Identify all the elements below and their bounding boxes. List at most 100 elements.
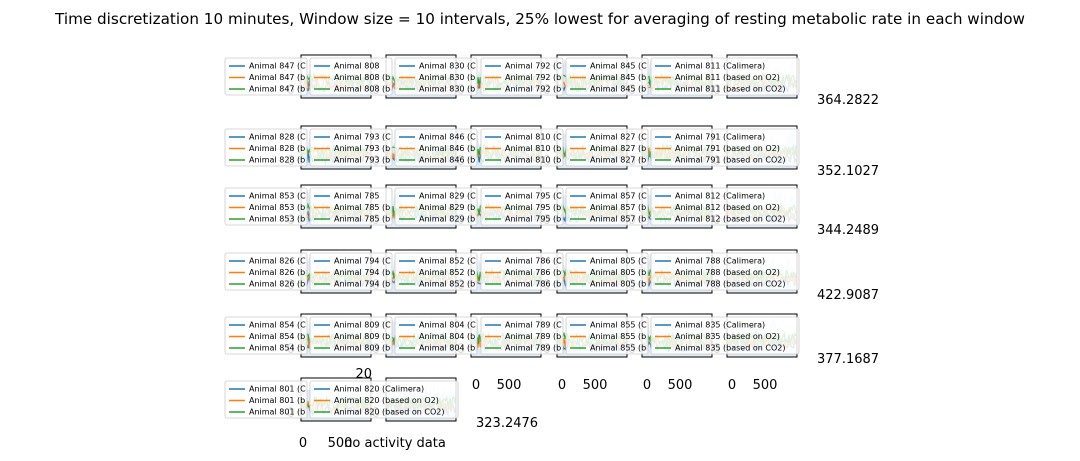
legend-box [650,187,800,226]
legend-label: Animal 847 (b [249,85,305,94]
legend-label: Animal 829 (C [419,192,476,201]
legend-label: Animal 828 (b [249,156,305,165]
panel-animal-791: 0Animal 791 (Calimera)Animal 791 (based … [650,125,879,179]
legend-label: Animal 847 (C [249,62,306,71]
value-label: 352.1027 [817,164,879,179]
legend-label: Animal 820 (Calimera) [334,385,424,394]
legend-box [480,187,564,226]
legend-box [565,252,649,291]
legend-label: Animal 785 (b [334,215,390,224]
legend-label: Animal 846 (b [419,144,475,153]
legend-box [309,252,393,291]
legend-label: Animal 853 (C [249,192,306,201]
legend-label: Animal 812 (based on O2) [675,203,780,212]
legend-label: Animal 855 (b [590,332,646,341]
legend-label: Animal 852 (b [419,280,475,289]
y-tick-label: 20 [355,367,372,382]
legend-label: Animal 789 (b [505,332,561,341]
legend-label: Animal 808 [334,62,380,71]
legend-label: Animal 846 (b [419,156,475,165]
legend-label: Animal 830 (C [419,62,476,71]
legend-box [224,128,308,167]
legend-box [565,128,649,167]
x-tick-label: 500 [583,378,608,393]
legend-label: Animal 855 (b [590,344,646,353]
legend-label: Animal 857 (b [590,215,646,224]
legend-label: Animal 811 (Calimera) [675,62,765,71]
legend-label: Animal 829 (b [419,215,475,224]
legend-label: Animal 857 (b [590,203,646,212]
legend-label: Animal 805 (b [590,280,646,289]
legend-label: Animal 835 (based on CO2) [675,344,785,353]
legend-label: Animal 857 (C [590,192,647,201]
legend-box [650,316,800,355]
legend-label: Animal 828 (b [249,144,305,153]
legend-label: Animal 810 (b [505,144,561,153]
legend-label: Animal 845 (b [590,73,646,82]
legend-label: Animal 804 (b [419,344,475,353]
legend-label: Animal 845 (C [590,62,647,71]
legend-box [394,252,478,291]
figure-title: Time discretization 10 minutes, Window s… [54,10,1025,28]
legend-box [309,57,393,96]
legend-label: Animal 845 (b [590,85,646,94]
legend-box [309,316,393,355]
legend-label: Animal 793 (b [334,144,390,153]
x-tick-label: 500 [668,378,693,393]
legend-label: Animal 826 (b [249,280,305,289]
x-tick-label: 0 [728,378,736,393]
value-label: 323.2476 [476,416,538,431]
legend-label: Animal 808 (b [334,73,390,82]
legend-label: Animal 793 (C [334,133,391,142]
legend-label: Animal 828 (C [249,133,306,142]
legend-label: Animal 804 (C [419,321,476,330]
legend-label: Animal 785 (b [334,203,390,212]
legend-label: Animal 835 (Calimera) [675,321,765,330]
legend-label: Animal 826 (C [249,257,306,266]
legend-label: Animal 805 (b [590,268,646,277]
legend-label: Animal 812 (Calimera) [675,192,765,201]
legend-label: Animal 785 [334,192,380,201]
legend-label: Animal 847 (b [249,73,305,82]
legend-box [650,252,800,291]
panel-animal-835: 0Animal 835 (Calimera)Animal 835 (based … [650,313,879,367]
panel-animal-788: 0Animal 788 (Calimera)Animal 788 (based … [650,249,879,303]
x-tick-label: 500 [328,436,353,451]
legend-label: Animal 793 (b [334,156,390,165]
panel-animal-812: 0Animal 812 (Calimera)Animal 812 (based … [650,184,879,238]
value-label: 344.2489 [817,223,879,238]
x-tick-label: 500 [497,378,522,393]
legend-label: Animal 801 (b [249,396,305,405]
legend-label: Animal 835 (based on O2) [675,332,780,341]
legend-label: Animal 808 (b [334,85,390,94]
legend-box [394,316,478,355]
legend-label: Animal 811 (based on CO2) [675,85,785,94]
legend-label: Animal 809 (b [334,344,390,353]
legend-label: Animal 795 (C [505,192,562,201]
legend-label: Animal 853 (b [249,203,305,212]
legend-label: Animal 810 (C [505,133,562,142]
x-tick-label: 0 [643,378,651,393]
legend-box [309,380,459,419]
legend-box [480,57,564,96]
legend-box [565,316,649,355]
legend-label: Animal 794 (b [334,268,390,277]
panel-animal-811: 0Animal 811 (Calimera)Animal 811 (based … [650,54,879,108]
legend-label: Animal 854 (C [249,321,306,330]
legend-label: Animal 852 (b [419,268,475,277]
legend-label: Animal 852 (C [419,257,476,266]
legend-label: Animal 791 (based on O2) [675,144,780,153]
legend-label: Animal 827 (b [590,144,646,153]
legend-label: Animal 786 (C [505,257,562,266]
legend-box [650,128,800,167]
legend-box [480,128,564,167]
legend-box [394,57,478,96]
legend-label: Animal 792 (b [505,73,561,82]
legend-label: Animal 789 (C [505,321,562,330]
legend-label: Animal 791 (based on CO2) [675,156,785,165]
legend-label: Animal 801 (b [249,408,305,417]
x-tick-label: 500 [753,378,778,393]
legend-label: Animal 811 (based on O2) [675,73,780,82]
legend-box [224,57,308,96]
x-axis-label: no activity data [344,436,446,451]
